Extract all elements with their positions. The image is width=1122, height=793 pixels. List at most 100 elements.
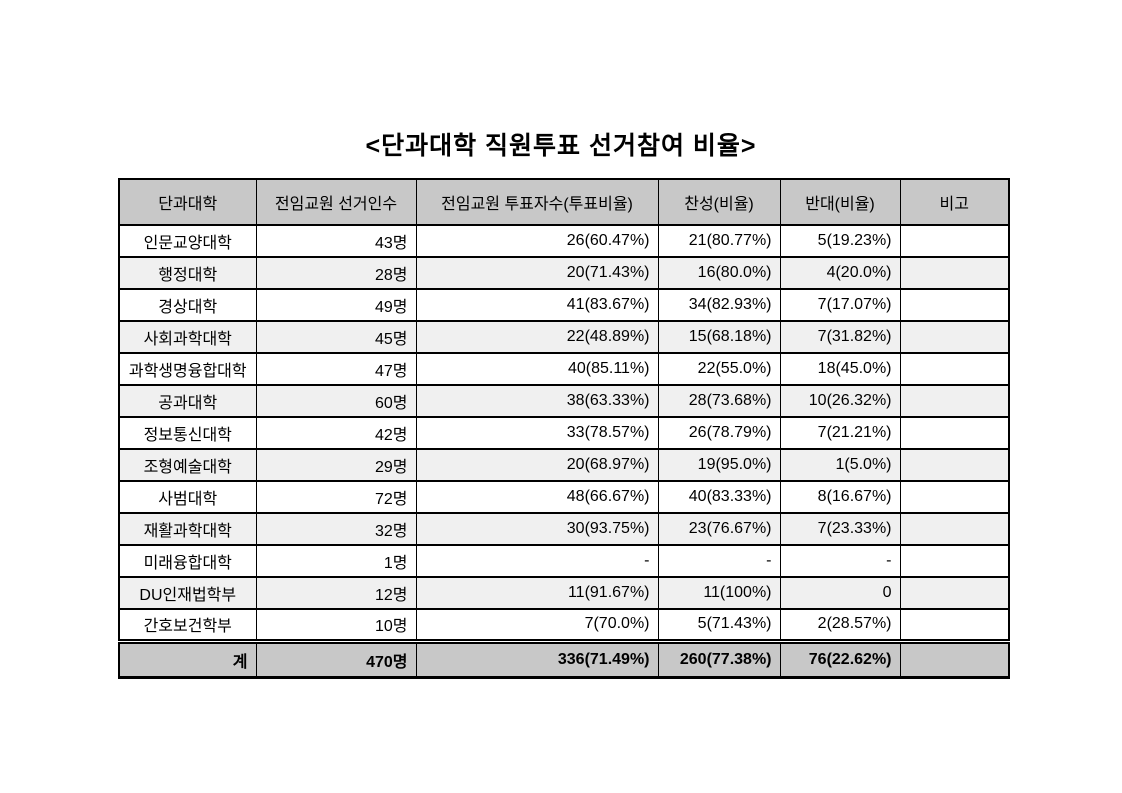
cell-college: 경상대학 — [118, 288, 257, 322]
cell-electors: 1명 — [255, 544, 417, 578]
table-row: 공과대학 60명 38(63.33%) 28(73.68%) 10(26.32%… — [118, 384, 1010, 418]
cell-approve: 5(71.43%) — [657, 608, 781, 642]
cell-oppose: - — [779, 544, 901, 578]
cell-oppose: 5(19.23%) — [779, 224, 901, 258]
cell-note — [899, 512, 1010, 546]
total-electors: 470명 — [255, 638, 417, 679]
cell-approve: 11(100%) — [657, 576, 781, 610]
cell-college: 과학생명융합대학 — [118, 352, 257, 386]
cell-note — [899, 320, 1010, 354]
cell-oppose: 0 — [779, 576, 901, 610]
table-row: 미래융합대학 1명 - - - — [118, 544, 1010, 578]
cell-electors: 10명 — [255, 608, 417, 642]
cell-note — [899, 544, 1010, 578]
cell-voters: 40(85.11%) — [415, 352, 659, 386]
cell-oppose: 2(28.57%) — [779, 608, 901, 642]
cell-approve: 26(78.79%) — [657, 416, 781, 450]
cell-note — [899, 480, 1010, 514]
cell-note — [899, 576, 1010, 610]
cell-note — [899, 416, 1010, 450]
cell-approve: 21(80.77%) — [657, 224, 781, 258]
cell-electors: 12명 — [255, 576, 417, 610]
cell-note — [899, 256, 1010, 290]
cell-note — [899, 448, 1010, 482]
header-oppose: 반대(비율) — [779, 178, 901, 226]
cell-oppose: 18(45.0%) — [779, 352, 901, 386]
table-row: 사회과학대학 45명 22(48.89%) 15(68.18%) 7(31.82… — [118, 320, 1010, 354]
cell-college: 미래융합대학 — [118, 544, 257, 578]
table-header-row: 단과대학 전임교원 선거인수 전임교원 투표자수(투표비율) 찬성(비율) 반대… — [118, 178, 1010, 226]
cell-oppose: 8(16.67%) — [779, 480, 901, 514]
header-voters: 전임교원 투표자수(투표비율) — [415, 178, 659, 226]
table-row: 인문교양대학 43명 26(60.47%) 21(80.77%) 5(19.23… — [118, 224, 1010, 258]
header-college: 단과대학 — [118, 178, 257, 226]
cell-college: 사범대학 — [118, 480, 257, 514]
table-row: DU인재법학부 12명 11(91.67%) 11(100%) 0 — [118, 576, 1010, 610]
cell-college: 인문교양대학 — [118, 224, 257, 258]
cell-voters: 26(60.47%) — [415, 224, 659, 258]
table-row: 과학생명융합대학 47명 40(85.11%) 22(55.0%) 18(45.… — [118, 352, 1010, 386]
cell-approve: 16(80.0%) — [657, 256, 781, 290]
cell-electors: 72명 — [255, 480, 417, 514]
table-row: 사범대학 72명 48(66.67%) 40(83.33%) 8(16.67%) — [118, 480, 1010, 514]
cell-college: 조형예술대학 — [118, 448, 257, 482]
table-total-row: 계 470명 336(71.49%) 260(77.38%) 76(22.62%… — [118, 638, 1010, 679]
cell-oppose: 7(21.21%) — [779, 416, 901, 450]
cell-note — [899, 384, 1010, 418]
table-row: 재활과학대학 32명 30(93.75%) 23(76.67%) 7(23.33… — [118, 512, 1010, 546]
cell-voters: 33(78.57%) — [415, 416, 659, 450]
cell-voters: 22(48.89%) — [415, 320, 659, 354]
cell-electors: 49명 — [255, 288, 417, 322]
cell-oppose: 7(31.82%) — [779, 320, 901, 354]
total-oppose: 76(22.62%) — [779, 638, 901, 679]
cell-voters: 41(83.67%) — [415, 288, 659, 322]
cell-electors: 45명 — [255, 320, 417, 354]
cell-voters: 38(63.33%) — [415, 384, 659, 418]
cell-oppose: 7(23.33%) — [779, 512, 901, 546]
header-approve: 찬성(비율) — [657, 178, 781, 226]
cell-college: 공과대학 — [118, 384, 257, 418]
cell-electors: 32명 — [255, 512, 417, 546]
cell-approve: 19(95.0%) — [657, 448, 781, 482]
cell-electors: 43명 — [255, 224, 417, 258]
cell-electors: 42명 — [255, 416, 417, 450]
cell-college: DU인재법학부 — [118, 576, 257, 610]
total-note — [899, 638, 1010, 679]
total-approve: 260(77.38%) — [657, 638, 781, 679]
cell-voters: 20(71.43%) — [415, 256, 659, 290]
cell-college: 정보통신대학 — [118, 416, 257, 450]
cell-oppose: 7(17.07%) — [779, 288, 901, 322]
cell-voters: 20(68.97%) — [415, 448, 659, 482]
cell-approve: 22(55.0%) — [657, 352, 781, 386]
cell-note — [899, 288, 1010, 322]
cell-college: 사회과학대학 — [118, 320, 257, 354]
total-label: 계 — [118, 638, 257, 679]
header-note: 비고 — [899, 178, 1010, 226]
cell-oppose: 10(26.32%) — [779, 384, 901, 418]
cell-approve: 28(73.68%) — [657, 384, 781, 418]
total-voters: 336(71.49%) — [415, 638, 659, 679]
table-row: 정보통신대학 42명 33(78.57%) 26(78.79%) 7(21.21… — [118, 416, 1010, 450]
header-electors: 전임교원 선거인수 — [255, 178, 417, 226]
cell-note — [899, 224, 1010, 258]
cell-approve: 23(76.67%) — [657, 512, 781, 546]
cell-electors: 28명 — [255, 256, 417, 290]
document-title: <단과대학 직원투표 선거참여 비율> — [365, 132, 757, 160]
table-row: 경상대학 49명 41(83.67%) 34(82.93%) 7(17.07%) — [118, 288, 1010, 322]
cell-approve: 40(83.33%) — [657, 480, 781, 514]
cell-approve: 15(68.18%) — [657, 320, 781, 354]
table-row: 행정대학 28명 20(71.43%) 16(80.0%) 4(20.0%) — [118, 256, 1010, 290]
cell-college: 재활과학대학 — [118, 512, 257, 546]
cell-voters: 11(91.67%) — [415, 576, 659, 610]
cell-approve: 34(82.93%) — [657, 288, 781, 322]
cell-note — [899, 608, 1010, 642]
cell-oppose: 4(20.0%) — [779, 256, 901, 290]
cell-voters: 48(66.67%) — [415, 480, 659, 514]
cell-college: 행정대학 — [118, 256, 257, 290]
cell-voters: - — [415, 544, 659, 578]
cell-voters: 7(70.0%) — [415, 608, 659, 642]
cell-electors: 29명 — [255, 448, 417, 482]
cell-approve: - — [657, 544, 781, 578]
table-row: 조형예술대학 29명 20(68.97%) 19(95.0%) 1(5.0%) — [118, 448, 1010, 482]
